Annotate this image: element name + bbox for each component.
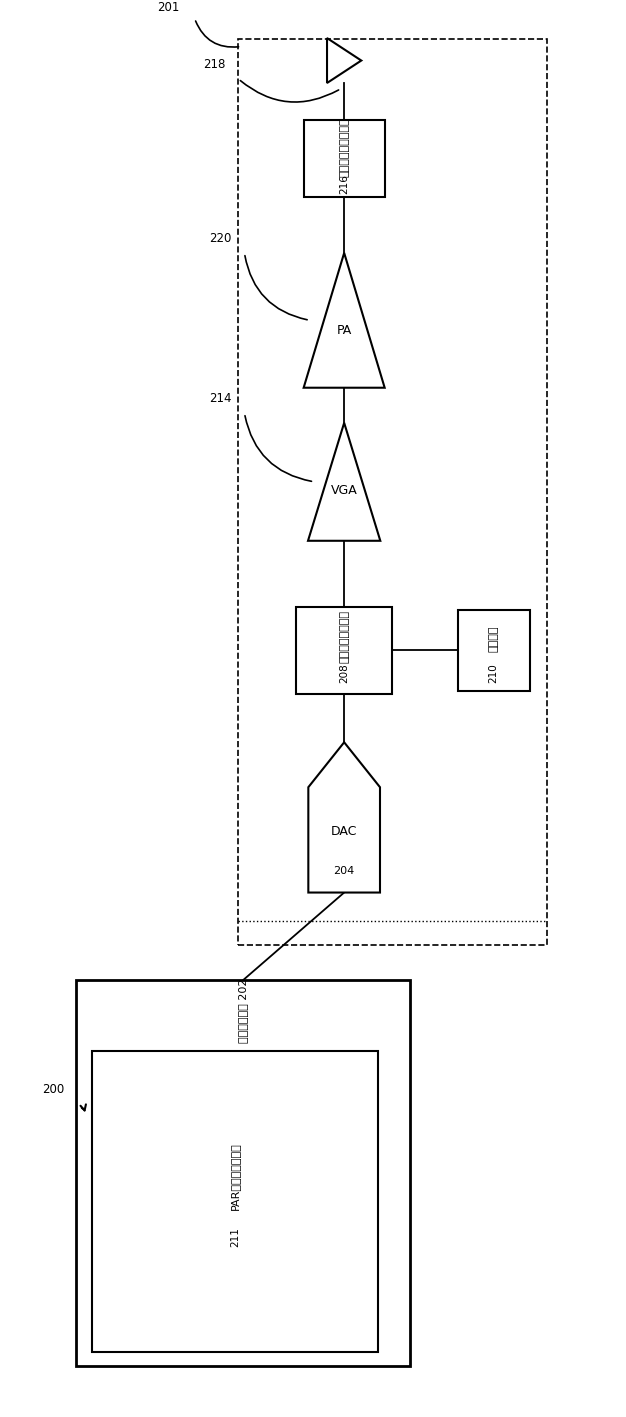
- Text: 220: 220: [210, 232, 232, 245]
- Text: DAC: DAC: [331, 825, 357, 837]
- Bar: [296, 606, 393, 694]
- Text: PAR低減モジュール: PAR低減モジュール: [230, 1142, 240, 1210]
- Polygon shape: [308, 422, 381, 541]
- Bar: [458, 609, 530, 691]
- Text: 204: 204: [334, 866, 355, 876]
- Text: デジタル回路 202: デジタル回路 202: [238, 979, 248, 1043]
- Polygon shape: [304, 252, 384, 388]
- Text: 発振回路: 発振回路: [489, 626, 499, 652]
- Bar: [76, 981, 409, 1366]
- Text: 200: 200: [42, 1083, 64, 1095]
- Text: アップコンバータ: アップコンバータ: [339, 609, 349, 663]
- Bar: [239, 40, 546, 945]
- Text: 210: 210: [489, 663, 499, 683]
- Text: 211: 211: [230, 1227, 240, 1247]
- Text: 216: 216: [339, 174, 349, 194]
- Polygon shape: [309, 743, 380, 893]
- Text: バンドパスフィルタ: バンドパスフィルタ: [339, 118, 349, 177]
- Text: 208: 208: [339, 663, 349, 683]
- Bar: [304, 120, 384, 197]
- Text: VGA: VGA: [331, 485, 357, 497]
- Text: 201: 201: [156, 1, 179, 14]
- Text: 218: 218: [203, 58, 226, 71]
- Bar: [92, 1050, 379, 1352]
- Text: PA: PA: [337, 324, 352, 337]
- Polygon shape: [327, 38, 361, 84]
- Text: 214: 214: [210, 391, 232, 405]
